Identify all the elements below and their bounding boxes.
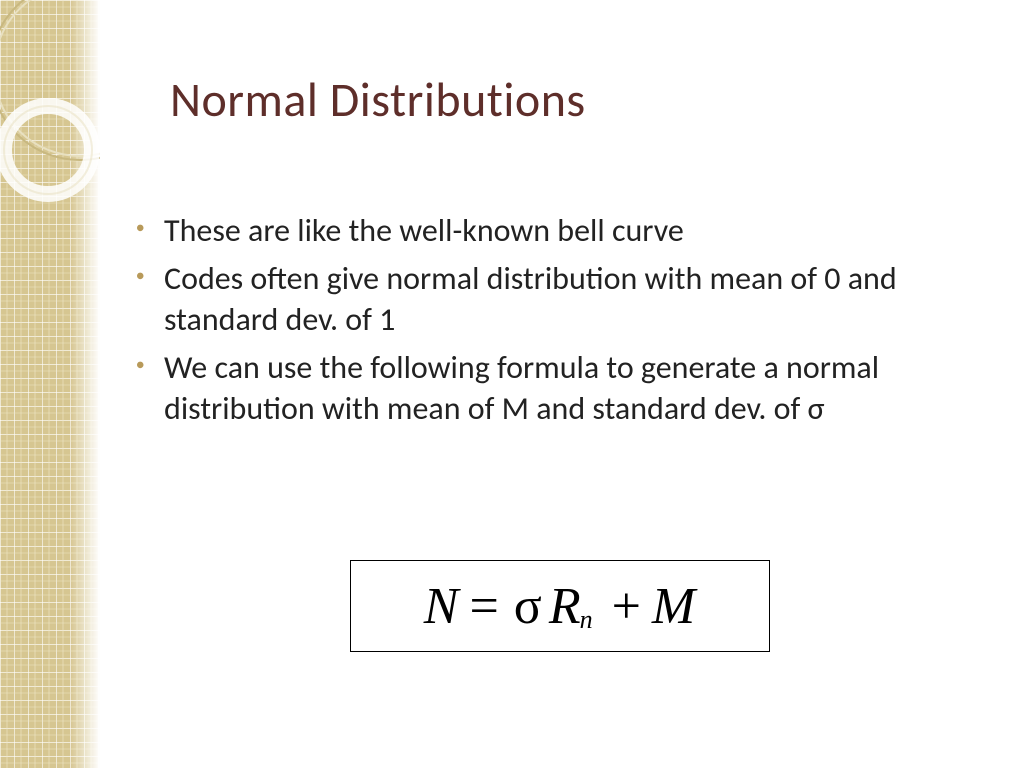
slide-title: Normal Distributions (170, 70, 586, 129)
formula-subscript-n: n (580, 605, 594, 635)
formula-box: N = σ Rn + M (350, 560, 770, 652)
formula-sigma: σ (514, 577, 543, 636)
formula-R: R (549, 577, 582, 636)
slide-sidebar (0, 0, 100, 768)
slide-content: Normal Distributions These are like the … (130, 0, 1000, 768)
formula-lhs: N (424, 577, 460, 636)
formula-plus: + (612, 577, 642, 636)
formula-equals: = (469, 577, 499, 636)
sidebar-grid-pattern (0, 0, 100, 768)
bullet-item: These are like the well-known bell curve (130, 210, 980, 252)
bullet-list: These are like the well-known bell curve… (130, 210, 980, 436)
bullet-item: We can use the following formula to gene… (130, 347, 980, 430)
formula-M: M (652, 577, 696, 636)
bullet-item: Codes often give normal distribution wit… (130, 258, 980, 341)
